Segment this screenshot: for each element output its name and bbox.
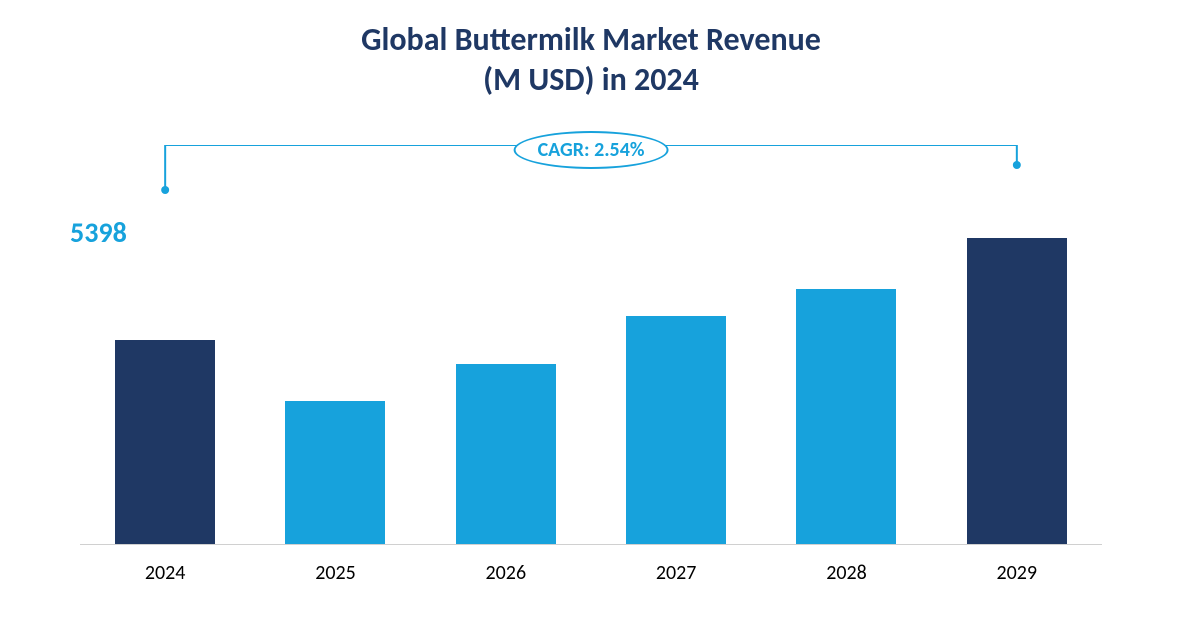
x-label: 2027 [626, 561, 726, 585]
bar-slot [626, 316, 726, 544]
bar-slot [456, 364, 556, 544]
bar-slot [967, 238, 1067, 544]
bars-container [80, 205, 1102, 545]
bar-2026 [456, 364, 556, 544]
bar-2027 [626, 316, 726, 544]
bar-slot [115, 340, 215, 544]
x-label: 2026 [456, 561, 556, 585]
chart-area: CAGR: 2.54% 5398 20242025202620272028202… [80, 145, 1102, 545]
chart-title: Global Buttermilk Market Revenue (M USD)… [0, 0, 1182, 100]
x-label: 2028 [796, 561, 896, 585]
x-axis-labels: 2024 2025 2026 2027 2028 2029 [80, 561, 1102, 585]
x-label: 2029 [967, 561, 1067, 585]
bar-2028 [796, 289, 896, 544]
bar-2024 [115, 340, 215, 544]
x-label: 2025 [285, 561, 385, 585]
title-line-2: (M USD) in 2024 [483, 60, 699, 99]
x-label: 2024 [115, 561, 215, 585]
title-line-1: Global Buttermilk Market Revenue [361, 20, 821, 59]
bar-slot [285, 401, 385, 544]
bar-slot [796, 289, 896, 544]
bar-2025 [285, 401, 385, 544]
cagr-badge: CAGR: 2.54% [514, 131, 669, 169]
bar-2029 [967, 238, 1067, 544]
cagr-text: CAGR: 2.54% [538, 138, 645, 162]
